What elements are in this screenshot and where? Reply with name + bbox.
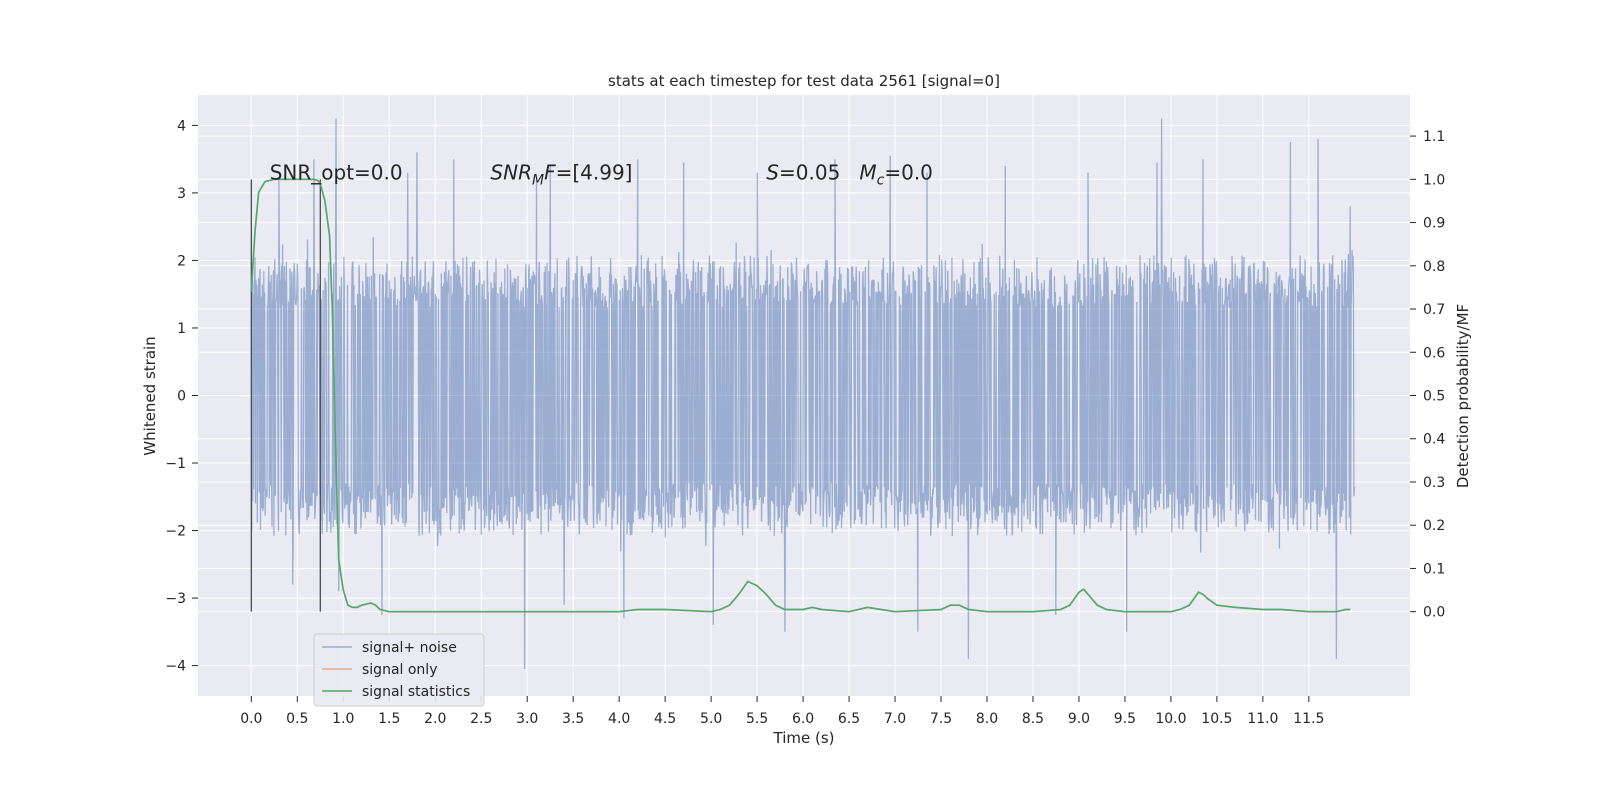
x-axis: 0.0 0.5 1.0 1.5 2.0 2.5 3.0 3.5 4.0 4.5 5.0 5.5 6.0 6… <box>240 696 1324 727</box>
series-signal-noise <box>250 118 1356 670</box>
y-right-tick-label: 0.5 <box>1423 389 1445 405</box>
y-left-tick-label: −2 <box>165 524 186 540</box>
chart-title: stats at each timestep for test data 256… <box>608 72 1000 90</box>
x-tick-label: 10.0 <box>1155 711 1186 727</box>
x-tick-label: 4.5 <box>654 711 676 727</box>
x-tick-label: 0.5 <box>286 711 308 727</box>
series-signal-statistics <box>250 178 1351 613</box>
x-tick-label: 2.0 <box>424 711 446 727</box>
y-right-tick-label: 0.2 <box>1423 518 1445 534</box>
y-right-tick-label: 0.3 <box>1423 475 1445 491</box>
x-tick-label: 10.5 <box>1201 711 1232 727</box>
x-tick-label: 5.0 <box>700 711 722 727</box>
annotation-snr-opt: SNR_opt=0.0 <box>270 160 403 184</box>
y-axis-right: 0.0 0.1 0.2 0.3 0.4 0.5 0.6 0.7 0.8 0.9 1.0 1.1 <box>1410 129 1445 621</box>
y-right-tick-label: 0.1 <box>1423 561 1445 577</box>
x-tick-label: 1.5 <box>378 711 400 727</box>
y-right-tick-label: 0.4 <box>1423 432 1445 448</box>
series-line-signal-statistics <box>250 178 1351 613</box>
x-tick-label: 11.0 <box>1247 711 1278 727</box>
x-tick-label: 3.5 <box>562 711 584 727</box>
y-right-tick-label: 0.7 <box>1423 302 1445 318</box>
series-line-signal-noise <box>250 118 1356 670</box>
legend-label-signal-statistics: signal statistics <box>362 684 470 700</box>
legend-label-signal-noise: signal+ noise <box>362 640 457 656</box>
x-tick-label: 6.5 <box>838 711 860 727</box>
y-left-tick-label: −1 <box>165 456 186 472</box>
x-tick-label: 8.0 <box>976 711 998 727</box>
y-left-tick-label: 3 <box>177 186 186 202</box>
y-right-tick-label: 0.9 <box>1423 216 1445 232</box>
x-tick-label: 9.5 <box>1114 711 1136 727</box>
x-tick-label: 8.5 <box>1022 711 1044 727</box>
x-tick-label: 4.0 <box>608 711 630 727</box>
y-left-tick-label: 1 <box>177 321 186 337</box>
y-left-tick-label: 2 <box>177 253 186 269</box>
x-tick-label: 3.0 <box>516 711 538 727</box>
y-axis-left-label: Whitened strain <box>141 336 159 455</box>
legend: signal+ noise signal only signal statist… <box>313 633 485 707</box>
annotation-snr-mf: SNRMF=[4.99] <box>490 160 632 188</box>
y-right-tick-label: 0.6 <box>1423 345 1445 361</box>
x-tick-label: 9.0 <box>1068 711 1090 727</box>
legend-box <box>313 633 485 707</box>
x-tick-label: 0.0 <box>240 711 262 727</box>
y-right-tick-label: 1.0 <box>1423 172 1445 188</box>
y-axis-left: −4 −3 −2 −1 0 1 2 3 4 <box>165 118 198 675</box>
x-tick-label: 7.0 <box>884 711 906 727</box>
y-right-tick-label: 0.8 <box>1423 259 1445 275</box>
annotations: SNR_opt=0.0 SNRMF=[4.99] S=0.05 Mc=0.0 <box>270 160 933 188</box>
y-left-tick-label: −3 <box>165 591 186 607</box>
y-right-tick-label: 1.1 <box>1423 129 1445 145</box>
y-axis-right-label: Detection probability/MF <box>1454 304 1472 488</box>
x-tick-label: 2.5 <box>470 711 492 727</box>
y-right-tick-label: 0.0 <box>1423 605 1445 621</box>
x-tick-label: 1.0 <box>332 711 354 727</box>
x-tick-label: 11.5 <box>1293 711 1324 727</box>
x-axis-label: Time (s) <box>773 729 835 747</box>
y-left-tick-label: 0 <box>177 389 186 405</box>
x-tick-label: 6.0 <box>792 711 814 727</box>
annotation-s-mc: S=0.05 Mc=0.0 <box>766 160 933 188</box>
y-left-tick-label: 4 <box>177 118 186 134</box>
legend-label-signal-only: signal only <box>362 662 437 678</box>
x-tick-label: 5.5 <box>746 711 768 727</box>
y-left-tick-label: −4 <box>165 659 186 675</box>
x-tick-label: 7.5 <box>930 711 952 727</box>
vertical-markers <box>250 179 321 612</box>
